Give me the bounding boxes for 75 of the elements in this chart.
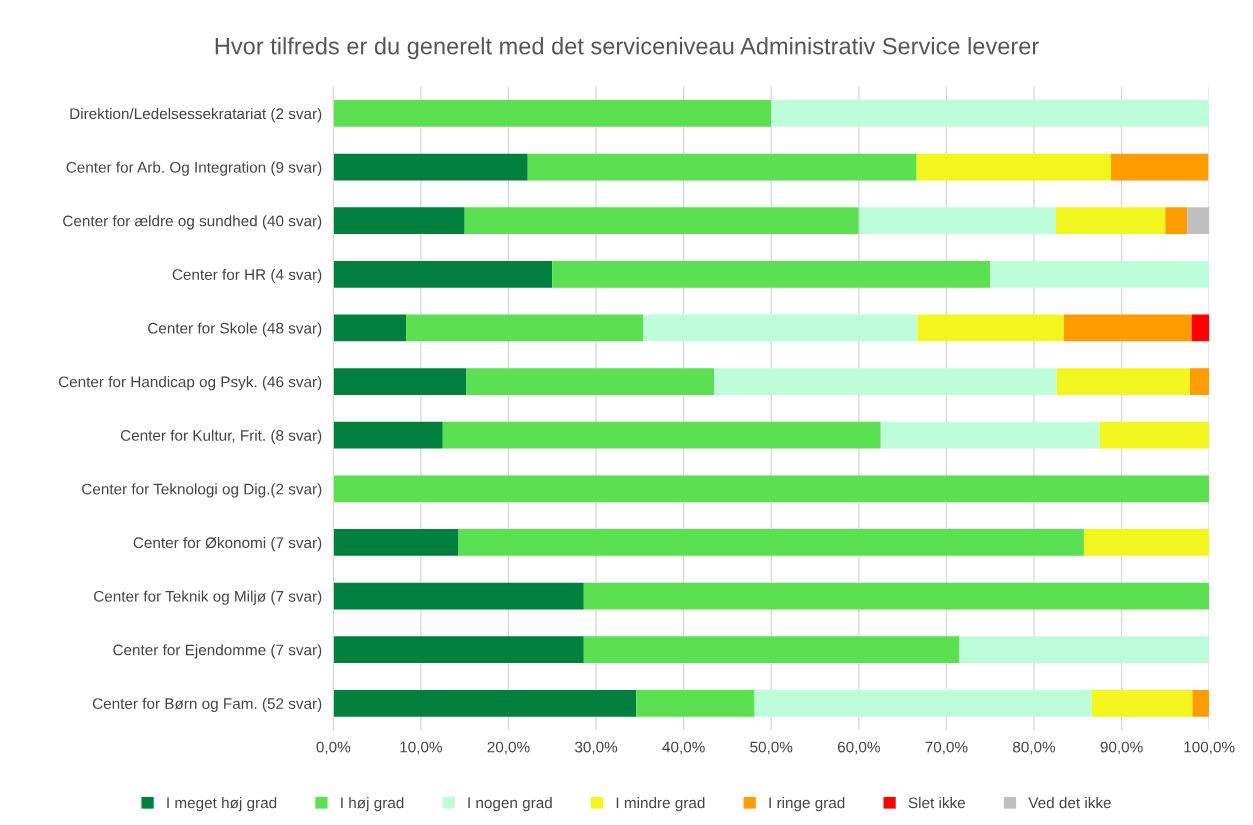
bar — [1063, 314, 1192, 342]
bar — [333, 529, 459, 556]
legend-label: I høj grad — [341, 797, 404, 812]
bar — [636, 689, 755, 717]
bar — [858, 207, 1056, 235]
bar — [333, 314, 406, 342]
chart-title: Hvor tilfreds er du generelt med det serviceniveau Administrativ Service leverer — [215, 37, 1039, 60]
bar — [880, 421, 1100, 449]
x-tick-label: 60,0% — [837, 741, 880, 755]
legend-label: Slet ikke — [908, 797, 965, 809]
bar — [714, 368, 1057, 395]
bar — [464, 207, 859, 235]
bar — [333, 636, 584, 664]
bar — [1192, 689, 1210, 717]
bar — [643, 314, 918, 342]
bar — [333, 260, 553, 288]
x-tick-label: 10,0% — [400, 741, 442, 755]
y-tick-label: Center for Teknik og Miljø (7 svar) — [94, 590, 322, 605]
bar — [333, 421, 443, 449]
x-tick-label: 80,0% — [1012, 741, 1056, 755]
bar — [1091, 689, 1193, 717]
y-tick-label: Center for Økonomi (7 svar) — [133, 536, 322, 552]
bar — [405, 314, 644, 342]
x-tick-label: 90,0% — [1100, 741, 1143, 755]
bar — [1189, 368, 1210, 395]
bar — [1111, 153, 1209, 181]
y-tick-label: Center for Arb. Og Integration (9 svar) — [66, 161, 322, 176]
bar — [1083, 529, 1210, 556]
x-tick-label: 40,0% — [662, 741, 705, 755]
bar — [583, 582, 1210, 610]
y-tick-label: Center for Kultur, Frit. (8 svar) — [120, 429, 322, 444]
bar — [333, 475, 1210, 503]
x-tick-label: 20,0% — [487, 741, 530, 755]
bar — [959, 636, 1210, 664]
bar — [333, 368, 467, 395]
bar — [917, 314, 1064, 342]
bar — [1165, 207, 1188, 235]
x-tick-label: 0,0% — [316, 741, 351, 755]
bar — [1187, 207, 1210, 235]
y-tick-label: Center for Ejendomme (7 svar) — [113, 644, 322, 659]
bar — [1099, 421, 1210, 449]
bar — [527, 153, 917, 181]
bar — [583, 636, 960, 664]
legend-label: I meget høj grad — [167, 797, 277, 812]
legend-label: I ringe grad — [769, 797, 845, 812]
bar — [333, 207, 465, 235]
bar — [458, 529, 1084, 556]
y-tick-label: Center for Handicap og Psyk. (46 svar) — [58, 376, 322, 391]
x-tick-label: 100,0% — [1184, 741, 1235, 755]
legend-label: I nogen grad — [468, 797, 552, 812]
y-tick-label: Center for ældre og sundhed (40 svar) — [63, 215, 322, 230]
bar — [771, 100, 1210, 127]
legend-label: Ved det ikke — [1028, 797, 1111, 809]
bar — [466, 368, 715, 395]
x-tick-label: 50,0% — [750, 741, 793, 755]
x-tick-label: 70,0% — [925, 741, 968, 755]
y-tick-label: Direktion/Ledelsessekratariat (2 svar) — [70, 107, 322, 123]
bar — [1191, 314, 1210, 342]
bar — [333, 153, 528, 181]
bar — [333, 100, 772, 127]
y-tick-label: Center for Skole (48 svar) — [148, 322, 322, 337]
bar — [552, 260, 991, 288]
y-tick-label: Center for HR (4 svar) — [172, 268, 322, 284]
y-tick-label: Center for Teknologi og Dig.(2 svar) — [82, 483, 322, 498]
bar — [333, 582, 584, 610]
bar — [916, 153, 1112, 181]
bar — [442, 421, 881, 449]
bar — [333, 689, 637, 717]
x-tick-label: 30,0% — [574, 741, 618, 755]
bar — [1056, 368, 1190, 395]
bar — [1055, 207, 1166, 235]
y-tick-label: Center for Børn og Fam. (52 svar) — [92, 697, 322, 713]
bar — [990, 260, 1210, 288]
bar — [754, 689, 1092, 717]
legend-label: I mindre grad — [616, 797, 705, 812]
